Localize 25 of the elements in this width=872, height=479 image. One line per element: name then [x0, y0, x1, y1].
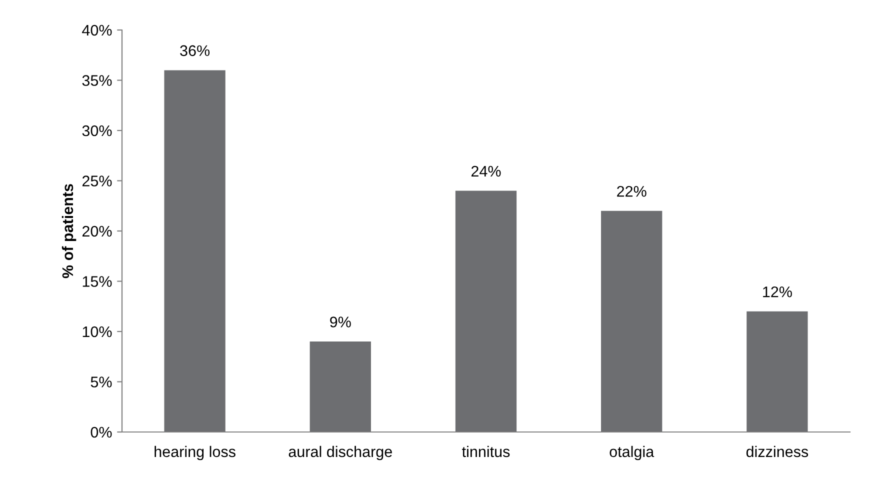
bar [746, 311, 808, 432]
x-tick-label: hearing loss [154, 446, 236, 460]
x-tick-label: aural discharge [288, 446, 392, 460]
data-label: 24% [471, 166, 501, 177]
bar [455, 190, 517, 432]
y-axis-title: % of patients [62, 184, 76, 278]
x-tick-label: otalgia [610, 446, 654, 460]
bar [310, 342, 371, 432]
data-label: 12% [763, 286, 792, 298]
bar [601, 210, 662, 432]
y-tick-label: 5% [90, 376, 112, 388]
y-tick-label: 25% [82, 176, 112, 186]
x-tick-label: tinnitus [462, 446, 510, 458]
y-tick-label: 40% [82, 24, 112, 36]
y-tick-label: 20% [82, 226, 112, 237]
bar [164, 70, 226, 432]
y-tick-label: 15% [82, 276, 112, 287]
x-tick-label: dizziness [746, 446, 808, 458]
y-tick-label: 0% [90, 426, 112, 438]
data-label: 22% [617, 186, 646, 197]
y-tick-label: 10% [82, 326, 112, 338]
data-label: 36% [180, 45, 210, 56]
y-tick-label: 30% [82, 125, 112, 136]
y-tick-label: 35% [82, 75, 112, 86]
data-label: 9% [330, 316, 351, 328]
